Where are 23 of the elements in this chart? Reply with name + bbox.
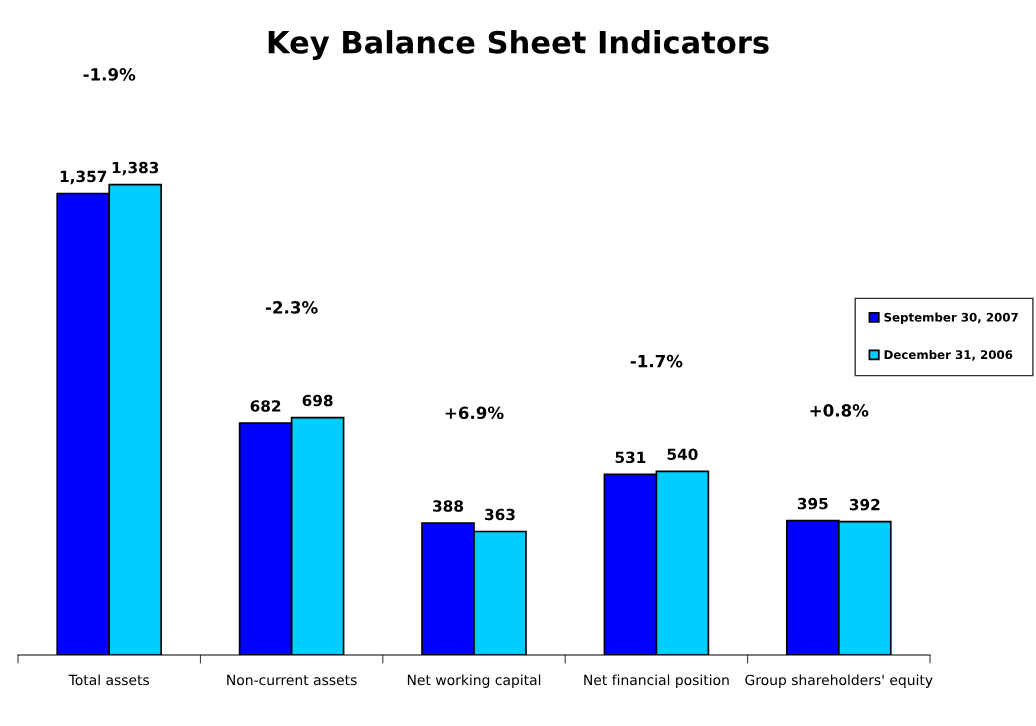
- legend-label: December 31, 2006: [884, 349, 1013, 361]
- annotation: -1.7%: [630, 354, 683, 368]
- data-label: 698: [302, 394, 333, 407]
- data-label: 1,357: [60, 170, 107, 185]
- annotation: +6.9%: [445, 406, 504, 420]
- data-label: 395: [797, 497, 828, 510]
- annotation: -2.3%: [265, 301, 318, 314]
- x-tick-label: Net working capital: [407, 674, 541, 688]
- legend-label: September 30, 2007: [884, 312, 1018, 325]
- annotation: +0.8%: [810, 404, 869, 417]
- text: -1.9%: [83, 68, 136, 81]
- data-label: 392: [849, 498, 880, 511]
- data-label: 363: [485, 508, 515, 521]
- data-label: 540: [667, 448, 698, 461]
- x-tick-label: Total assets: [68, 674, 150, 686]
- x-tick-label: Non-current assets: [227, 674, 357, 686]
- x-tick-label: Net financial position: [584, 674, 729, 688]
- x-tick-label: Group shareholders' equity: [745, 674, 933, 688]
- data-label: 1,383: [112, 161, 159, 176]
- chart-title: Key Balance Sheet Indicators: [268, 30, 769, 60]
- data-label: 682: [250, 400, 281, 412]
- data-label: 531: [615, 451, 646, 464]
- data-label: 388: [433, 500, 464, 512]
